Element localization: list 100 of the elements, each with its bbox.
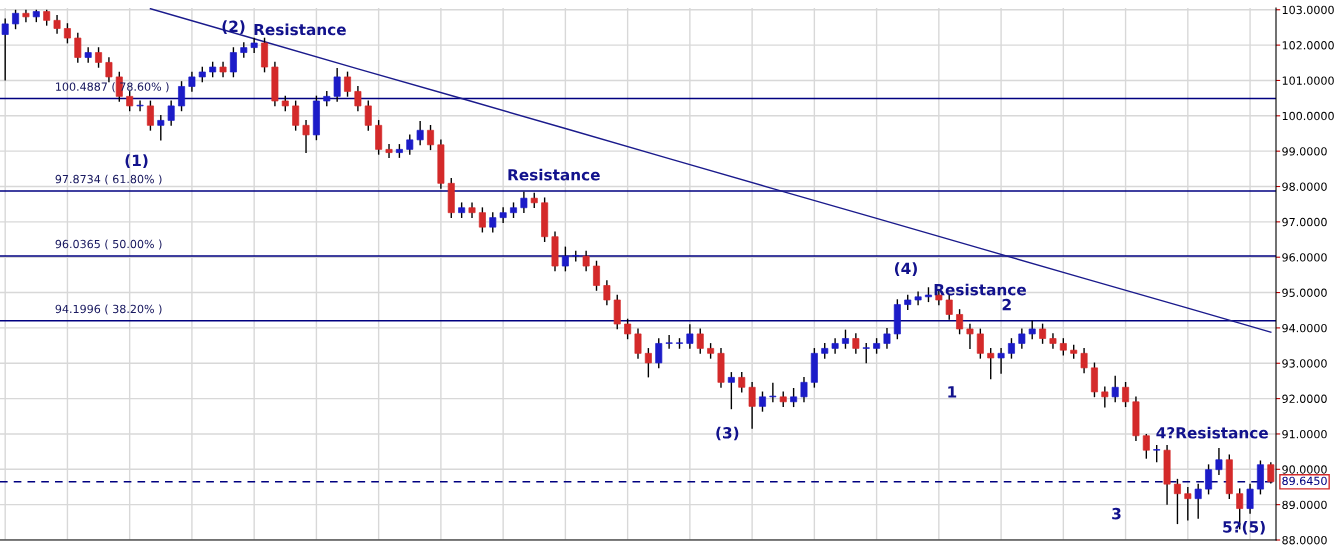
candlestick bbox=[499, 206, 507, 224]
candlestick bbox=[489, 211, 497, 234]
candlestick bbox=[686, 323, 694, 350]
candlestick bbox=[406, 133, 414, 156]
candlestick bbox=[354, 85, 362, 112]
candlestick bbox=[1142, 433, 1150, 460]
candlestick bbox=[842, 328, 849, 350]
y-tick-label: 97.0000 bbox=[1282, 217, 1327, 227]
candlestick bbox=[1184, 486, 1192, 522]
candlestick bbox=[1215, 447, 1223, 476]
candlestick bbox=[987, 347, 995, 380]
annotation: (3) bbox=[716, 426, 739, 441]
candlestick bbox=[1080, 347, 1088, 374]
candlestick bbox=[914, 290, 922, 306]
candlestick bbox=[593, 260, 600, 292]
candlestick bbox=[727, 371, 735, 410]
candlestick bbox=[63, 22, 71, 45]
candlestick bbox=[800, 376, 808, 403]
candlestick bbox=[344, 70, 351, 98]
annotation: 4?Resistance bbox=[1156, 426, 1268, 439]
candlestick bbox=[1028, 320, 1036, 340]
candlestick bbox=[520, 191, 528, 214]
candlestick bbox=[862, 342, 870, 364]
annotation: (4) bbox=[894, 262, 917, 276]
annotation: 1 bbox=[948, 386, 957, 398]
candlestick bbox=[1111, 374, 1119, 403]
candlestick bbox=[1101, 385, 1109, 409]
candlestick bbox=[364, 99, 372, 132]
candlestick bbox=[302, 119, 310, 154]
candlestick bbox=[997, 347, 1005, 375]
candlestick bbox=[427, 124, 434, 151]
candlestick bbox=[157, 114, 165, 142]
y-tick-label: 91.0000 bbox=[1282, 429, 1327, 439]
candlestick bbox=[126, 90, 134, 112]
candlestick bbox=[136, 99, 144, 112]
candlestick bbox=[468, 201, 476, 219]
y-tick-label: 96.0000 bbox=[1282, 253, 1327, 262]
ref-line-label: 96.0365 ( 50.00% ) bbox=[55, 239, 162, 250]
y-tick-label: 102.0000 bbox=[1282, 41, 1334, 50]
candlestick bbox=[790, 387, 798, 408]
candlestick bbox=[385, 143, 393, 159]
y-tick-label: 88.0000 bbox=[1282, 535, 1327, 545]
ref-line-label: 97.8734 ( 61.80% ) bbox=[55, 174, 162, 185]
candlestick bbox=[1049, 332, 1057, 350]
candlestick bbox=[976, 327, 984, 360]
candlestick bbox=[655, 337, 663, 369]
annotation: Resistance bbox=[934, 283, 1026, 296]
candlestick bbox=[644, 347, 652, 379]
candlestick bbox=[333, 67, 341, 103]
candlestick bbox=[416, 120, 424, 146]
annotation: (2) bbox=[222, 20, 245, 34]
candlestick bbox=[852, 332, 860, 355]
candlestick bbox=[53, 14, 61, 35]
y-tick-label: 93.0000 bbox=[1282, 359, 1327, 368]
candlestick bbox=[665, 334, 673, 350]
candlestick bbox=[12, 9, 20, 30]
candlestick bbox=[956, 308, 964, 335]
candlestick bbox=[696, 327, 704, 355]
candlestick bbox=[738, 371, 746, 394]
candlestick bbox=[167, 99, 175, 127]
candlestick bbox=[478, 206, 486, 234]
candlestick bbox=[769, 382, 777, 403]
candlestick bbox=[229, 46, 237, 78]
ref-line-label: 89.6450 bbox=[1282, 476, 1327, 486]
y-tick-label: 101.0000 bbox=[1282, 76, 1334, 85]
candlestick bbox=[1, 17, 9, 82]
candlestick bbox=[74, 32, 82, 64]
annotation: 2 bbox=[1002, 298, 1011, 311]
annotation: (1) bbox=[125, 154, 148, 168]
candlestick bbox=[105, 56, 113, 83]
annotation: Resistance bbox=[508, 168, 600, 181]
annotation: Resistance bbox=[254, 23, 346, 36]
candlestick bbox=[178, 80, 186, 112]
candlestick bbox=[188, 70, 196, 93]
candlestick bbox=[759, 390, 766, 413]
y-tick-label: 95.0000 bbox=[1282, 288, 1327, 297]
candlestick bbox=[561, 245, 569, 273]
ref-line-label: 94.1996 ( 38.20% ) bbox=[55, 304, 162, 315]
candlestick bbox=[634, 327, 642, 360]
y-tick-label: 98.0000 bbox=[1282, 182, 1327, 191]
candlestick bbox=[22, 9, 30, 23]
y-tick-label: 103.0000 bbox=[1282, 5, 1334, 15]
candlestick bbox=[831, 337, 839, 355]
candlestick bbox=[748, 381, 756, 430]
candlestick bbox=[1194, 483, 1202, 520]
candlestick bbox=[1173, 478, 1181, 525]
candlestick bbox=[603, 279, 611, 306]
annotation: 3 bbox=[1112, 507, 1121, 520]
candlestick bbox=[883, 327, 891, 350]
candlestick bbox=[1205, 463, 1213, 496]
y-tick-label: 99.0000 bbox=[1282, 147, 1327, 156]
y-tick-label: 90.0000 bbox=[1282, 465, 1327, 474]
candlestick bbox=[1018, 327, 1026, 350]
candlestick bbox=[146, 99, 154, 132]
candlestick bbox=[1039, 322, 1047, 345]
y-tick-label: 89.0000 bbox=[1282, 500, 1327, 510]
candlestick bbox=[582, 250, 590, 273]
candlestick bbox=[84, 46, 92, 64]
y-tick-label: 100.0000 bbox=[1282, 111, 1334, 121]
annotation: 5?(5) bbox=[1223, 520, 1265, 535]
